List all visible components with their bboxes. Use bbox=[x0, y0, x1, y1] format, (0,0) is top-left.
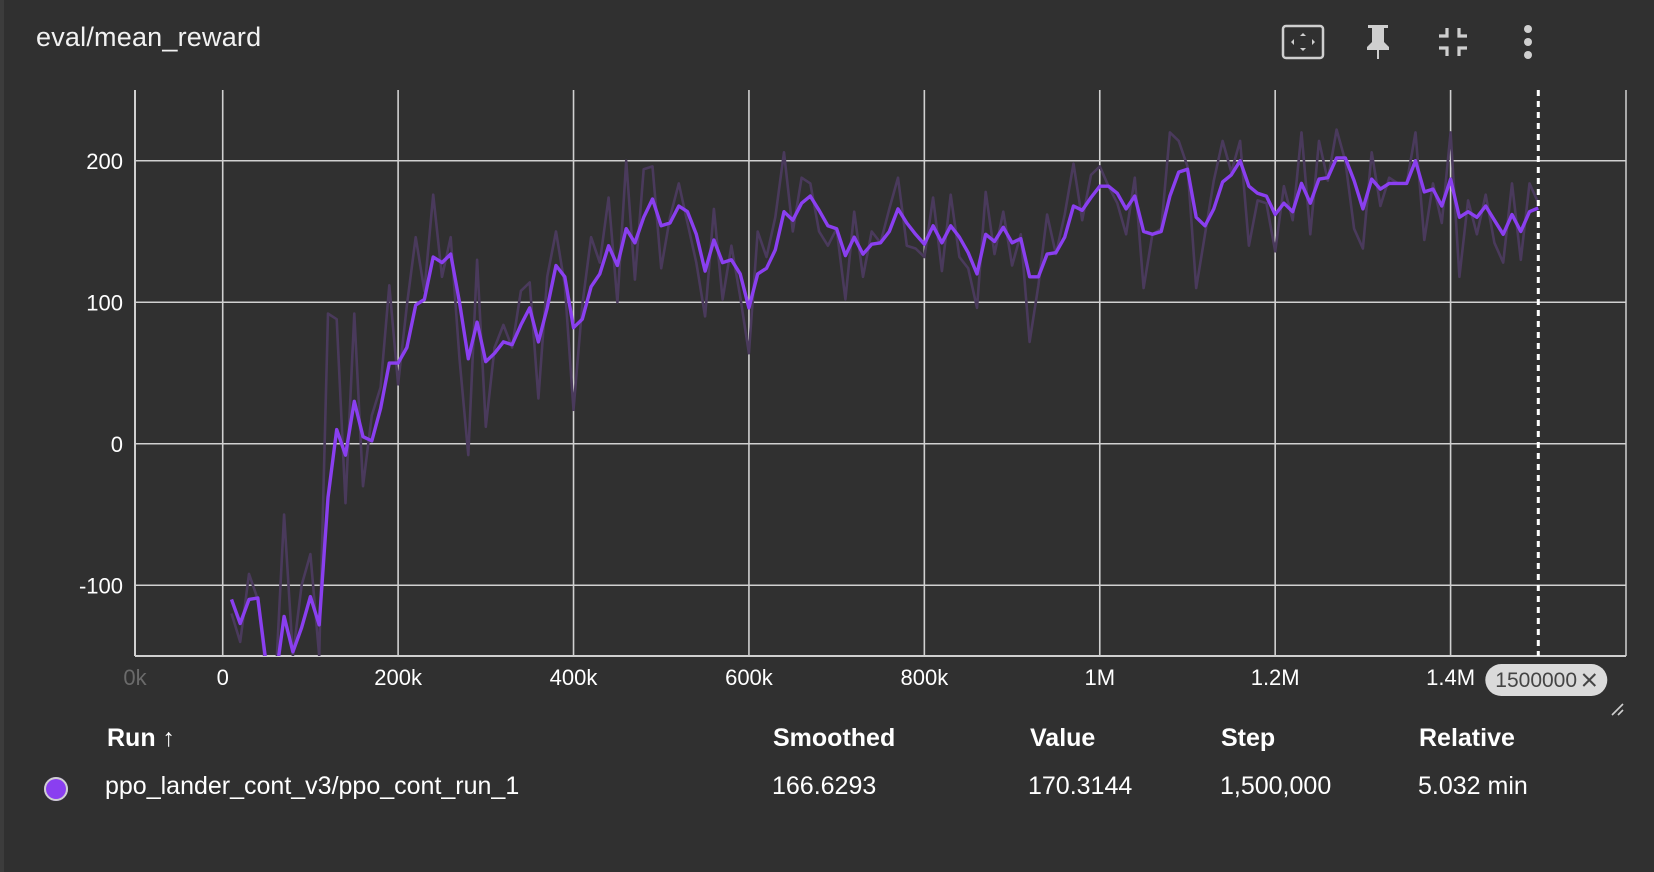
y-tick-label: -100 bbox=[79, 573, 123, 598]
col-header-value[interactable]: Value bbox=[1030, 724, 1096, 752]
card-left-border bbox=[0, 0, 4, 872]
cursor-step-chip bbox=[1485, 664, 1608, 696]
close-icon[interactable] bbox=[1582, 673, 1596, 687]
collapse-button[interactable] bbox=[1429, 18, 1477, 66]
x-tick-label: 1.2M bbox=[1251, 665, 1300, 690]
col-header-relative[interactable]: Relative bbox=[1419, 724, 1515, 752]
x-tick-label: 0 bbox=[217, 665, 229, 690]
step-cursor: 1500000 bbox=[1485, 90, 1608, 696]
resize-handle-icon[interactable] bbox=[1610, 702, 1624, 716]
row-raw-value: 170.3144 bbox=[1028, 772, 1133, 800]
y-tick-label: 100 bbox=[86, 290, 123, 315]
x-tick-label: 600k bbox=[725, 665, 774, 690]
col-header-smoothed[interactable]: Smoothed bbox=[773, 724, 896, 752]
fit-domain-icon bbox=[1281, 24, 1325, 60]
row-smoothed-value: 166.6293 bbox=[772, 772, 877, 800]
x-tick-label: 0k bbox=[123, 665, 147, 690]
cursor-step-label: 1500000 bbox=[1495, 669, 1577, 692]
chart-grid bbox=[134, 90, 1627, 657]
y-tick-label: 0 bbox=[111, 432, 123, 457]
x-axis-labels: 0k 0 200k 400k 600k 800k 1M 1.2M 1.4M bbox=[123, 665, 1475, 690]
pin-button[interactable] bbox=[1354, 18, 1402, 66]
row-relative-value: 5.032 min bbox=[1418, 772, 1528, 800]
row-step-value: 1,500,000 bbox=[1220, 772, 1332, 800]
y-tick-label: 200 bbox=[86, 149, 123, 174]
chart-title: eval/mean_reward bbox=[36, 22, 262, 52]
more-options-button[interactable] bbox=[1504, 18, 1552, 66]
y-axis-labels: 200 100 0 -100 bbox=[79, 149, 123, 599]
fit-domain-button[interactable] bbox=[1279, 18, 1327, 66]
line-chart[interactable]: 200 100 0 -100 0k 0 200k 400k 600k 800k 1M 1.2M 1.4… bbox=[0, 0, 1654, 730]
run-color-swatch[interactable] bbox=[44, 777, 68, 801]
x-tick-label: 1M bbox=[1084, 665, 1115, 690]
series-line-smoothed bbox=[229, 156, 1539, 656]
pin-icon bbox=[1367, 25, 1389, 59]
series-line-raw bbox=[230, 128, 1540, 656]
more-vert-icon bbox=[1524, 25, 1532, 59]
x-tick-label: 200k bbox=[374, 665, 423, 690]
x-tick-label: 400k bbox=[550, 665, 599, 690]
x-tick-label: 1.4M bbox=[1426, 665, 1475, 690]
col-header-run[interactable]: Run ↑ bbox=[107, 724, 176, 752]
row-run-name: ppo_lander_cont_v3/ppo_cont_run_1 bbox=[105, 772, 520, 800]
collapse-icon bbox=[1439, 28, 1467, 56]
x-tick-label: 800k bbox=[900, 665, 949, 690]
col-header-step[interactable]: Step bbox=[1221, 724, 1276, 752]
chart-series bbox=[229, 128, 1540, 656]
